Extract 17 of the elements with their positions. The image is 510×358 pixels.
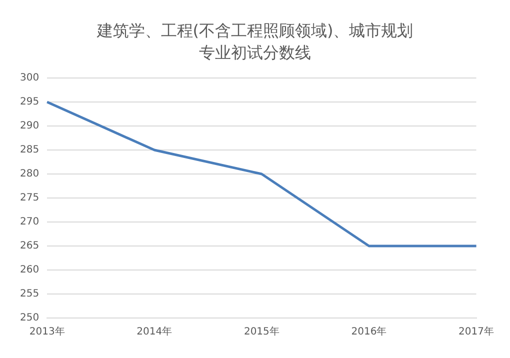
y-tick-label: 260	[20, 264, 40, 276]
y-tick-label: 295	[20, 96, 40, 108]
x-tick-label: 2015年	[244, 326, 280, 338]
x-tick-label: 2017年	[458, 326, 494, 338]
x-tick-label: 2016年	[351, 326, 387, 338]
y-tick-label: 250	[20, 312, 40, 324]
y-tick-label: 275	[20, 192, 40, 204]
chart-title: 建筑学、工程(不含工程照顾领域)、城市规划专业初试分数线	[96, 20, 414, 64]
y-tick-label: 290	[20, 120, 40, 132]
y-tick-label: 270	[20, 216, 40, 228]
y-tick-label: 285	[20, 144, 40, 156]
y-tick-label: 300	[20, 72, 40, 84]
x-tick-label: 2014年	[136, 326, 172, 338]
y-tick-label: 265	[20, 240, 40, 252]
y-tick-label: 280	[20, 168, 40, 180]
y-tick-label: 255	[20, 288, 40, 300]
x-tick-label: 2013年	[29, 326, 65, 338]
